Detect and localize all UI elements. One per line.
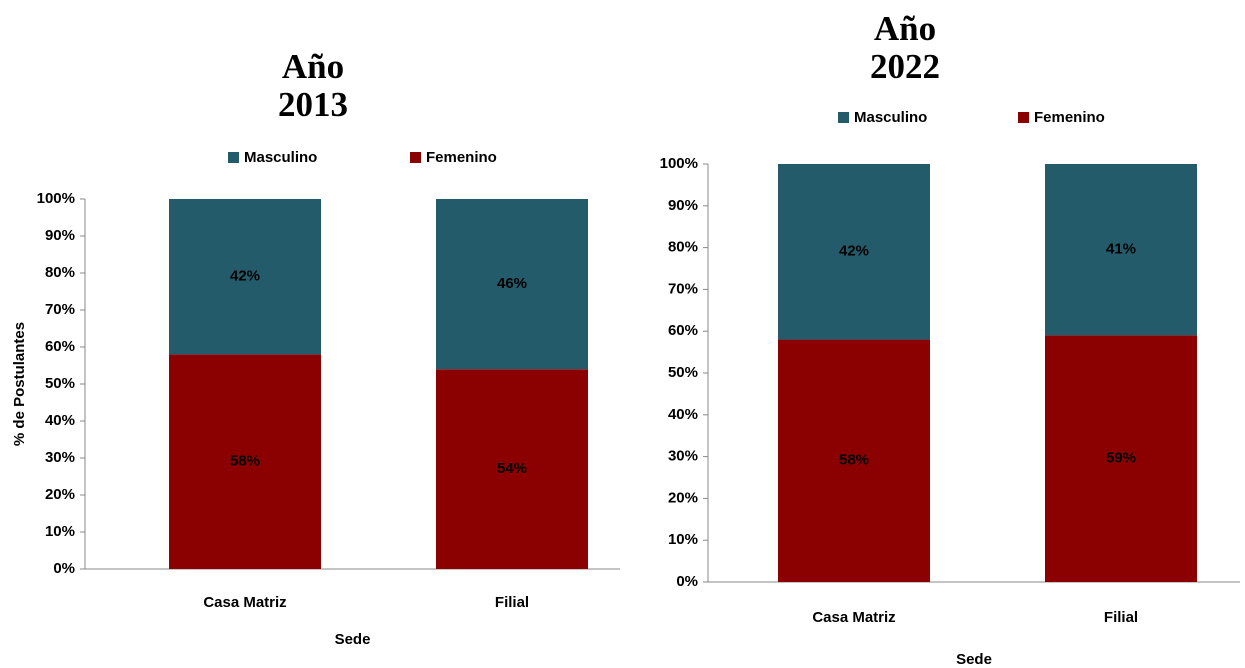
- legend-swatch: [838, 112, 849, 123]
- value-label: 41%: [1106, 241, 1136, 258]
- y-axis-label: % de Postulantes: [11, 322, 28, 446]
- value-label: 58%: [839, 452, 869, 469]
- y-tick-label: 30%: [45, 449, 75, 466]
- value-label: 42%: [839, 243, 869, 260]
- x-tick-label: Casa Matriz: [812, 609, 895, 626]
- y-tick-label: 40%: [668, 406, 698, 423]
- bar-segment: [1045, 335, 1197, 582]
- y-tick-label: 50%: [45, 375, 75, 392]
- y-tick-label: 100%: [660, 155, 698, 172]
- y-tick-label: 60%: [45, 338, 75, 355]
- bar-segment: [436, 199, 588, 370]
- legend-swatch: [1018, 112, 1029, 123]
- legend-label: Femenino: [1034, 109, 1105, 126]
- y-tick-label: 0%: [53, 560, 75, 577]
- y-tick-label: 20%: [45, 486, 75, 503]
- value-label: 59%: [1106, 450, 1136, 467]
- legend-label: Masculino: [854, 109, 927, 126]
- y-tick-label: 30%: [668, 448, 698, 465]
- x-axis-label: Sede: [335, 631, 371, 648]
- value-label: 58%: [230, 453, 260, 470]
- y-tick-label: 20%: [668, 489, 698, 506]
- chart-title: Año 2022: [870, 9, 940, 86]
- y-tick-label: 80%: [668, 239, 698, 256]
- x-tick-label: Filial: [495, 594, 529, 611]
- y-tick-label: 0%: [676, 573, 698, 590]
- bar-segment: [1045, 164, 1197, 336]
- bar-segment: [169, 354, 321, 569]
- y-tick-label: 10%: [668, 531, 698, 548]
- bar-segment: [778, 339, 930, 582]
- y-tick-label: 80%: [45, 264, 75, 281]
- y-tick-label: 70%: [668, 280, 698, 297]
- x-axis-label: Sede: [956, 651, 992, 668]
- y-tick-label: 50%: [668, 364, 698, 381]
- y-tick-label: 10%: [45, 523, 75, 540]
- x-tick-label: Casa Matriz: [203, 594, 286, 611]
- legend-swatch: [228, 152, 239, 163]
- legend-label: Masculino: [244, 149, 317, 166]
- y-tick-label: 100%: [37, 190, 75, 207]
- bar-segment: [169, 199, 321, 355]
- y-tick-label: 90%: [45, 227, 75, 244]
- bar-segment: [436, 369, 588, 569]
- y-tick-label: 40%: [45, 412, 75, 429]
- y-tick-label: 60%: [668, 322, 698, 339]
- y-tick-label: 90%: [668, 197, 698, 214]
- chart-title: Año 2013: [278, 47, 348, 124]
- value-label: 54%: [497, 460, 527, 477]
- legend-swatch: [410, 152, 421, 163]
- legend-label: Femenino: [426, 149, 497, 166]
- value-label: 46%: [497, 275, 527, 292]
- bar-segment: [778, 164, 930, 340]
- x-tick-label: Filial: [1104, 609, 1138, 626]
- value-label: 42%: [230, 268, 260, 285]
- y-tick-label: 70%: [45, 301, 75, 318]
